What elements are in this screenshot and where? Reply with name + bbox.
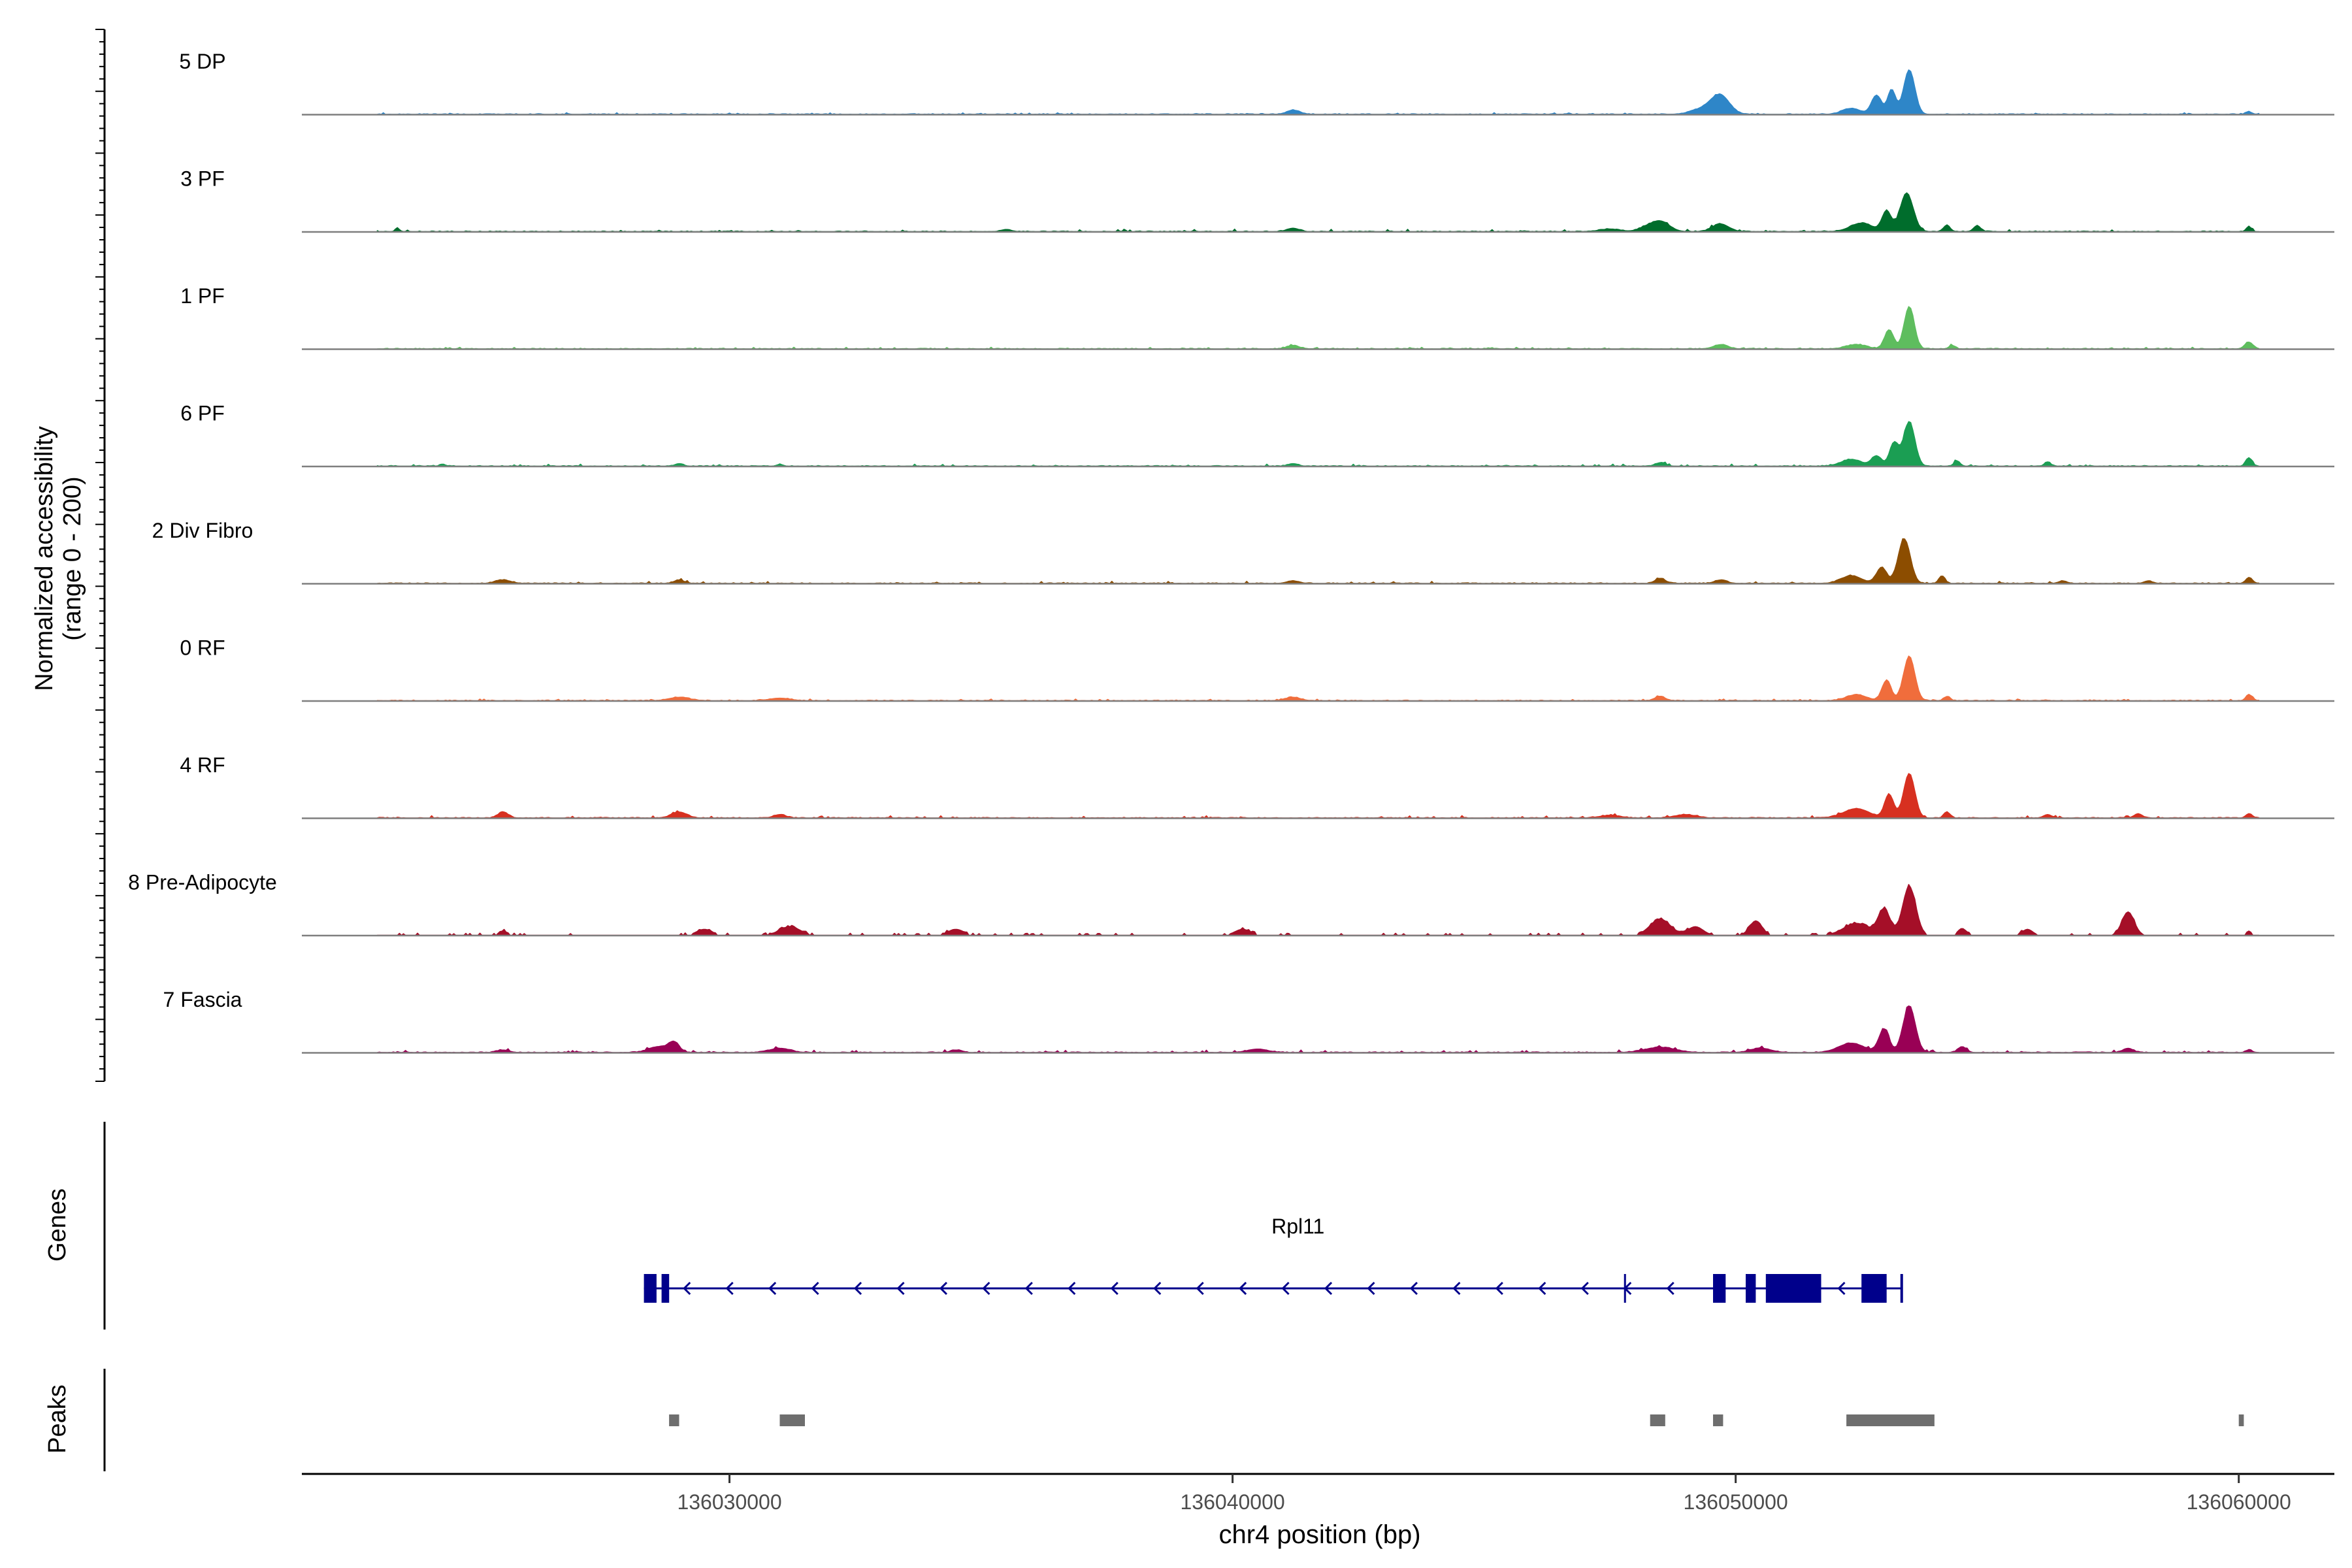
coverage-area (376, 421, 2260, 467)
strand-arrow-icon (683, 1281, 691, 1296)
track-label: 0 RF (180, 636, 225, 660)
coverage-area (376, 306, 2260, 350)
coverage-area (376, 69, 2260, 115)
strand-arrow-icon (1367, 1281, 1375, 1296)
strand-arrow-icon (725, 1281, 734, 1296)
x-axis: chr4 position (bp) 136030000 136040000 136… (302, 1473, 2334, 1549)
track-label: 2 Div Fibro (152, 519, 253, 542)
strand-arrow-icon (1666, 1281, 1674, 1296)
strand-arrow-icon (1239, 1281, 1247, 1296)
strand-arrow-icon (1196, 1281, 1204, 1296)
y-axis-title-line-1: Normalized accessibility (31, 426, 58, 691)
peaks-track-label: Peaks (44, 1384, 71, 1454)
strand-arrow-icon (853, 1281, 862, 1296)
strand-arrow-icon (1324, 1281, 1333, 1296)
track-8-pre-adipocyte: 8 Pre-Adipocyte (128, 871, 2334, 937)
y-axis-title-line-2: (range 0 - 200) (59, 476, 86, 640)
strand-arrow-icon (1409, 1281, 1418, 1296)
gene-exon (644, 1274, 657, 1303)
peak-region (1650, 1414, 1665, 1426)
track-0-rf: 0 RF (180, 636, 2334, 702)
track-label: 3 PF (180, 167, 225, 191)
gene-exon (1861, 1274, 1887, 1303)
x-tick-label: 136040000 (1181, 1490, 1285, 1514)
gene-exon (661, 1274, 670, 1303)
y-axis (95, 29, 106, 1082)
strand-arrow-icon (1024, 1281, 1033, 1296)
strand-arrow-icon (768, 1281, 777, 1296)
track-4-rf: 4 RF (180, 753, 2334, 819)
coverage-area (376, 538, 2260, 584)
track-label: 4 RF (180, 753, 225, 777)
genes-track-label: Genes (44, 1188, 71, 1262)
coverage-area (376, 1005, 2260, 1053)
gene-name-label: Rpl11 (1271, 1215, 1324, 1238)
strand-arrow-icon (811, 1281, 819, 1296)
track-3-pf: 3 PF (180, 167, 2334, 233)
x-tick-label: 136050000 (1684, 1490, 1788, 1514)
strand-arrow-icon (1495, 1281, 1503, 1296)
coverage-area (376, 655, 2260, 702)
track-6-pf: 6 PF (180, 402, 2334, 468)
track-label: 8 Pre-Adipocyte (128, 871, 277, 894)
x-axis-title: chr4 position (bp) (1218, 1520, 1420, 1549)
strand-arrow-icon (982, 1281, 990, 1296)
strand-arrow-icon (1110, 1281, 1119, 1296)
peak-region (779, 1414, 805, 1426)
gene-exon (1765, 1274, 1821, 1303)
strand-arrow-icon (1837, 1281, 1846, 1296)
track-5-dp: 5 DP (179, 50, 2334, 116)
strand-arrow-icon (1580, 1281, 1589, 1296)
gene-exon (1713, 1274, 1726, 1303)
track-label: 5 DP (179, 50, 225, 73)
track-label: 7 Fascia (163, 988, 242, 1011)
strand-arrow-icon (1153, 1281, 1162, 1296)
y-axis-title: Normalized accessibility (range 0 - 200) (31, 426, 86, 691)
peak-region (1846, 1414, 1935, 1426)
coverage-area (376, 773, 2260, 819)
x-tick-label: 136030000 (677, 1490, 781, 1514)
x-tick-label: 136060000 (2187, 1490, 2291, 1514)
strand-arrow-icon (939, 1281, 948, 1296)
strand-arrow-icon (1281, 1281, 1290, 1296)
track-1-pf: 1 PF (180, 284, 2334, 350)
track-7-fascia: 7 Fascia (163, 988, 2334, 1054)
coverage-area (376, 192, 2260, 233)
strand-arrow-icon (1538, 1281, 1546, 1296)
track-label: 1 PF (180, 284, 225, 308)
peak-track: Peaks (44, 1369, 2244, 1471)
track-label: 6 PF (180, 402, 225, 425)
gene-track: Genes Rpl11 (44, 1122, 1903, 1330)
peak-region (2238, 1414, 2244, 1426)
gene-exon (1746, 1274, 1756, 1303)
coverage-area (376, 884, 2260, 936)
strand-arrow-icon (896, 1281, 905, 1296)
peak-region (669, 1414, 679, 1426)
track-2-div-fibro: 2 Div Fibro (152, 519, 2334, 585)
strand-arrow-icon (1452, 1281, 1461, 1296)
peak-region (1713, 1414, 1723, 1426)
coverage-tracks: 5 DP 3 PF 1 PF 6 PF 2 Div Fibro 0 RF 4 RF 8 Pre… (128, 50, 2334, 1054)
strand-arrow-icon (1068, 1281, 1076, 1296)
